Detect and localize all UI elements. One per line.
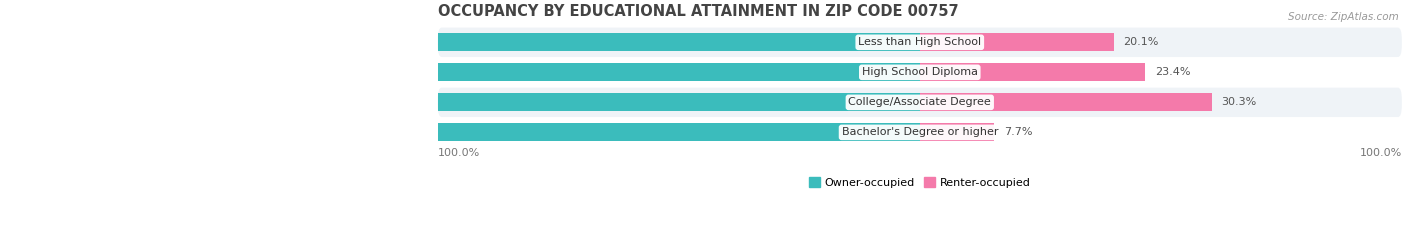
Text: 23.4%: 23.4%: [1154, 67, 1191, 77]
Text: 30.3%: 30.3%: [1222, 97, 1257, 107]
Bar: [149, 33, 920, 51]
FancyBboxPatch shape: [437, 58, 1402, 87]
Legend: Owner-occupied, Renter-occupied: Owner-occupied, Renter-occupied: [804, 173, 1035, 192]
Text: Source: ZipAtlas.com: Source: ZipAtlas.com: [1288, 12, 1399, 22]
Text: 69.7%: 69.7%: [271, 97, 308, 107]
Bar: [920, 63, 1146, 81]
Text: 7.7%: 7.7%: [1004, 127, 1032, 137]
FancyBboxPatch shape: [437, 27, 1402, 57]
FancyBboxPatch shape: [437, 88, 1402, 117]
Bar: [247, 93, 920, 111]
Text: 100.0%: 100.0%: [1360, 148, 1402, 158]
Bar: [30, 123, 920, 141]
Text: College/Associate Degree: College/Associate Degree: [848, 97, 991, 107]
Bar: [920, 33, 1114, 51]
Bar: [920, 93, 1212, 111]
Text: 80.0%: 80.0%: [173, 37, 208, 47]
Text: 76.6%: 76.6%: [205, 67, 240, 77]
Text: High School Diploma: High School Diploma: [862, 67, 977, 77]
Text: OCCUPANCY BY EDUCATIONAL ATTAINMENT IN ZIP CODE 00757: OCCUPANCY BY EDUCATIONAL ATTAINMENT IN Z…: [437, 4, 959, 19]
Text: 20.1%: 20.1%: [1123, 37, 1159, 47]
Bar: [181, 63, 920, 81]
Text: Bachelor's Degree or higher: Bachelor's Degree or higher: [842, 127, 998, 137]
Text: 100.0%: 100.0%: [437, 148, 479, 158]
Text: 92.3%: 92.3%: [55, 127, 90, 137]
FancyBboxPatch shape: [437, 118, 1402, 147]
Bar: [920, 123, 994, 141]
Text: Less than High School: Less than High School: [858, 37, 981, 47]
